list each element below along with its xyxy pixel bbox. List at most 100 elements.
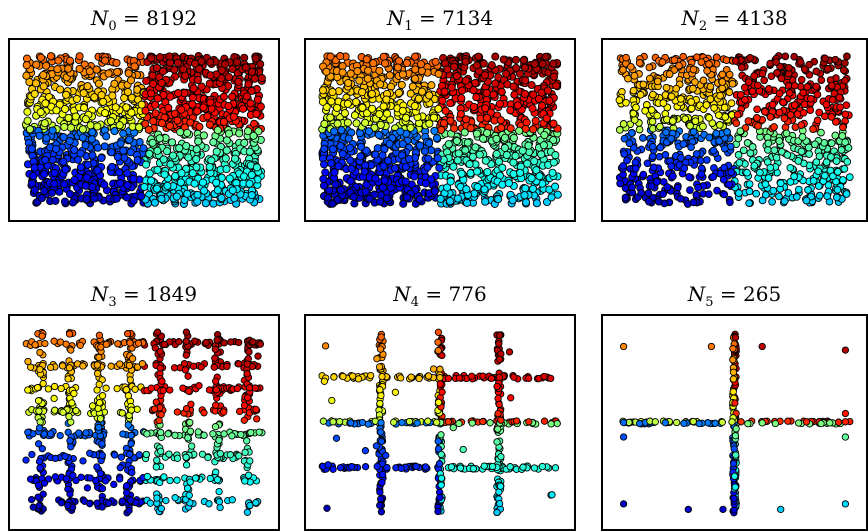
data-point [337,126,346,135]
data-point [727,99,736,108]
data-point [394,88,403,97]
data-point [794,185,803,194]
data-point [744,117,753,125]
data-point [702,156,711,164]
data-point [27,495,36,504]
data-point [116,464,124,472]
data-point [349,192,358,201]
data-point [153,165,162,174]
data-point [827,139,836,148]
data-point [66,437,74,445]
data-point [243,508,252,516]
data-point [521,124,530,133]
data-point [532,199,541,208]
data-point [677,154,685,162]
data-point [50,168,59,177]
data-point [100,108,110,118]
data-point [453,194,462,203]
data-point [492,149,501,159]
data-point [235,452,243,460]
data-point [100,180,109,189]
data-point [667,162,676,171]
data-point [115,121,124,130]
data-point [731,57,740,65]
data-point [645,74,654,83]
data-point [841,59,849,67]
data-point [710,104,718,112]
data-point [250,74,259,83]
data-point [443,183,452,192]
data-point [541,52,550,61]
data-point [402,193,411,202]
data-point [212,147,221,156]
data-point [644,189,653,197]
data-point [332,103,342,112]
data-point [781,52,790,61]
data-point [712,53,721,62]
data-point [496,116,505,125]
data-point [385,71,394,80]
data-point [48,126,57,135]
data-point [408,82,417,91]
data-point [677,95,685,103]
data-point [552,81,561,90]
data-point [228,432,236,440]
data-point [380,59,390,68]
data-point [643,159,652,168]
data-point [88,151,97,160]
data-point [52,144,61,153]
data-point [107,362,115,370]
data-point [473,182,482,192]
data-point [87,135,96,144]
data-point [322,67,331,76]
data-point [125,506,133,515]
data-point [238,104,248,113]
data-point [334,162,343,171]
data-point [758,196,767,205]
data-point [247,428,255,437]
data-point [240,416,248,424]
data-point [108,91,117,100]
data-point [213,126,222,135]
data-point [659,190,667,198]
data-point [361,118,370,127]
data-point [240,138,249,147]
data-point [202,338,210,347]
data-point [213,186,222,195]
data-point [171,494,179,502]
data-point [162,496,170,505]
data-point [815,108,824,117]
data-point [382,194,391,203]
data-point [116,179,125,188]
data-point [417,66,426,75]
data-point [374,130,383,139]
title-subscript: 4 [410,295,420,310]
data-point [839,123,847,132]
data-point [127,406,136,414]
data-point [107,148,116,157]
data-point [146,499,155,507]
data-point [355,76,364,85]
data-point [211,345,219,353]
data-point [181,71,190,80]
data-point [229,112,238,121]
data-point [706,95,715,103]
data-point [338,68,347,77]
data-point [182,141,191,150]
data-point [832,157,841,165]
data-point [113,384,121,393]
data-point [235,338,243,347]
data-point [94,79,103,88]
data-point [431,57,440,66]
data-point [228,496,236,504]
data-point [482,88,491,98]
data-point [376,197,385,206]
data-point [779,98,788,107]
data-point [360,167,369,176]
data-point [116,475,124,483]
data-point [687,98,696,106]
data-point [782,129,791,138]
data-point [110,127,119,136]
data-point [333,119,342,128]
data-point [649,90,657,99]
